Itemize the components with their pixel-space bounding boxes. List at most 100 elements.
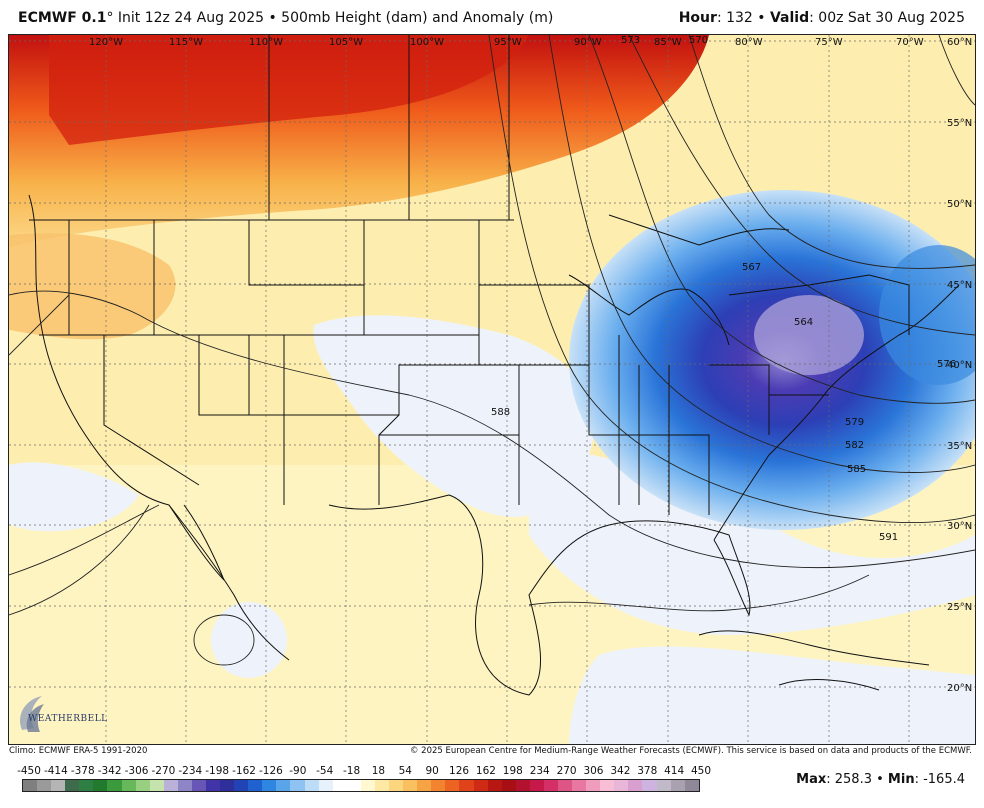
graticule [9,35,975,744]
colorbar-swatch [318,780,333,791]
colorbar-label: -378 [70,765,95,777]
colorbar-swatch [177,780,192,791]
colorbar-swatch [614,780,629,791]
contour-label: 579 [845,417,864,428]
colorbar-label: 198 [502,765,523,777]
min-value: : -165.4 [914,772,965,787]
latitude-label: 35°N [947,441,972,452]
colorbar-swatch [642,780,657,791]
map-canvas: 564 567 570 573 576 579 582 585 588 591 … [9,35,975,744]
colorbar-label: 270 [556,765,577,777]
colorbar-label: 126 [449,765,470,777]
valid-value: : 00z Sat 30 Aug 2025 [809,10,965,26]
colorbar-swatch [487,780,502,791]
colorbar-swatch [332,780,347,791]
header: ECMWF 0.1° Init 12z 24 Aug 2025 • 500mb … [0,0,984,34]
max-label: Max [796,772,827,787]
min-label: Min [887,772,915,787]
contour-label: 585 [847,464,866,475]
longitude-label: 110°W [249,37,283,48]
contour-label: 582 [845,440,864,451]
contour-label: 564 [794,317,813,328]
forecast-map[interactable]: 564 567 570 573 576 579 582 585 588 591 … [8,34,976,745]
contour-label: 567 [742,262,761,273]
longitude-label: 120°W [89,37,123,48]
colorbar-swatch [417,780,432,791]
colorbar-swatch [445,780,460,791]
colorbar-swatch [459,780,474,791]
max-value: : 258.3 • [826,772,888,787]
colorbar-swatch [107,780,122,791]
valid-time: Hour: 132 • Valid: 00z Sat 30 Aug 2025 [679,10,965,26]
colorbar-label: 378 [637,765,658,777]
colorbar-swatch [262,780,277,791]
colorbar-swatch [65,780,80,791]
colorbar-swatch [656,780,671,791]
colorbar-swatch [431,780,446,791]
colorbar-swatch [670,780,685,791]
colorbar-label: -414 [43,765,68,777]
colorbar-swatch [121,780,136,791]
contour-label: 570 [689,35,708,46]
colorbar-swatch [346,780,361,791]
colorbar-swatch [403,780,418,791]
colorbar [22,779,700,792]
latitude-label: 45°N [947,280,972,291]
colorbar-swatch [389,780,404,791]
colorbar-label: -234 [178,765,203,777]
colorbar-swatch [135,780,150,791]
init-text: ° Init 12z 24 Aug 2025 • 500mb Height (d… [106,10,554,26]
colorbar-label: 18 [371,765,386,777]
colorbar-label: -18 [342,765,361,777]
neutral-pacific-low [211,602,287,678]
valid-label: Valid [769,10,810,26]
colorbar-label: -342 [97,765,122,777]
colorbar-swatch [234,780,249,791]
contour-label: 576 [937,359,956,370]
colorbar-label: 54 [398,765,412,777]
colorbar-swatch [572,780,587,791]
colorbar-label: -270 [151,765,176,777]
longitude-label: 75°W [815,37,843,48]
colorbar-swatch [191,780,207,791]
longitude-label: 90°W [574,37,602,48]
hour-value: : 132 • [716,10,770,26]
colorbar-label: 414 [664,765,685,777]
colorbar-label: 342 [610,765,631,777]
colorbar-label: 162 [475,765,496,777]
contour-label: 591 [879,532,898,543]
colorbar-swatch [515,780,530,791]
neutral-pacific [9,462,139,532]
longitude-label: 95°W [494,37,522,48]
longitude-label: 70°W [896,37,924,48]
colorbar-label: 450 [690,765,712,777]
colorbar-swatch [501,780,516,791]
colorbar-swatch [23,780,38,791]
colorbar-label: -54 [316,765,334,777]
longitude-label: 105°W [329,37,363,48]
neutral-plains [313,315,595,517]
colorbar-label: -198 [205,765,230,777]
colorbar-label: -90 [289,765,307,777]
colorbar-label: -162 [232,765,256,777]
neutral-gulf [529,451,975,635]
contour-label: 588 [491,407,510,418]
colorbar-labels: -450 -414 -378 -342 -306 -270 -234 -198 -162 -126… [17,765,712,777]
longitude-label: 100°W [410,37,444,48]
colorbar-label: -126 [258,765,283,777]
longitude-label: 85°W [654,37,682,48]
colorbar-swatch [290,780,305,791]
longitude-labels: 120°W 115°W 110°W 105°W 100°W 95°W 90°W … [89,37,924,48]
colorbar-swatch [163,780,178,791]
colorbar-swatch [220,780,235,791]
map-title: ECMWF 0.1° Init 12z 24 Aug 2025 • 500mb … [18,10,553,26]
colorbar-swatch [360,780,375,791]
climo-credit: Climo: ECMWF ERA-5 1991-2020 [9,746,148,756]
latitude-label: 30°N [947,521,972,532]
latitude-labels: 60°N 55°N 50°N 45°N 40°N 35°N 30°N 25°N … [947,37,972,694]
colorbar-swatch [37,780,52,791]
hour-label: Hour [678,10,717,26]
colorbar-swatch [206,780,221,791]
model-name: ECMWF 0.1 [18,10,107,26]
cool-anomaly-core [754,295,864,375]
